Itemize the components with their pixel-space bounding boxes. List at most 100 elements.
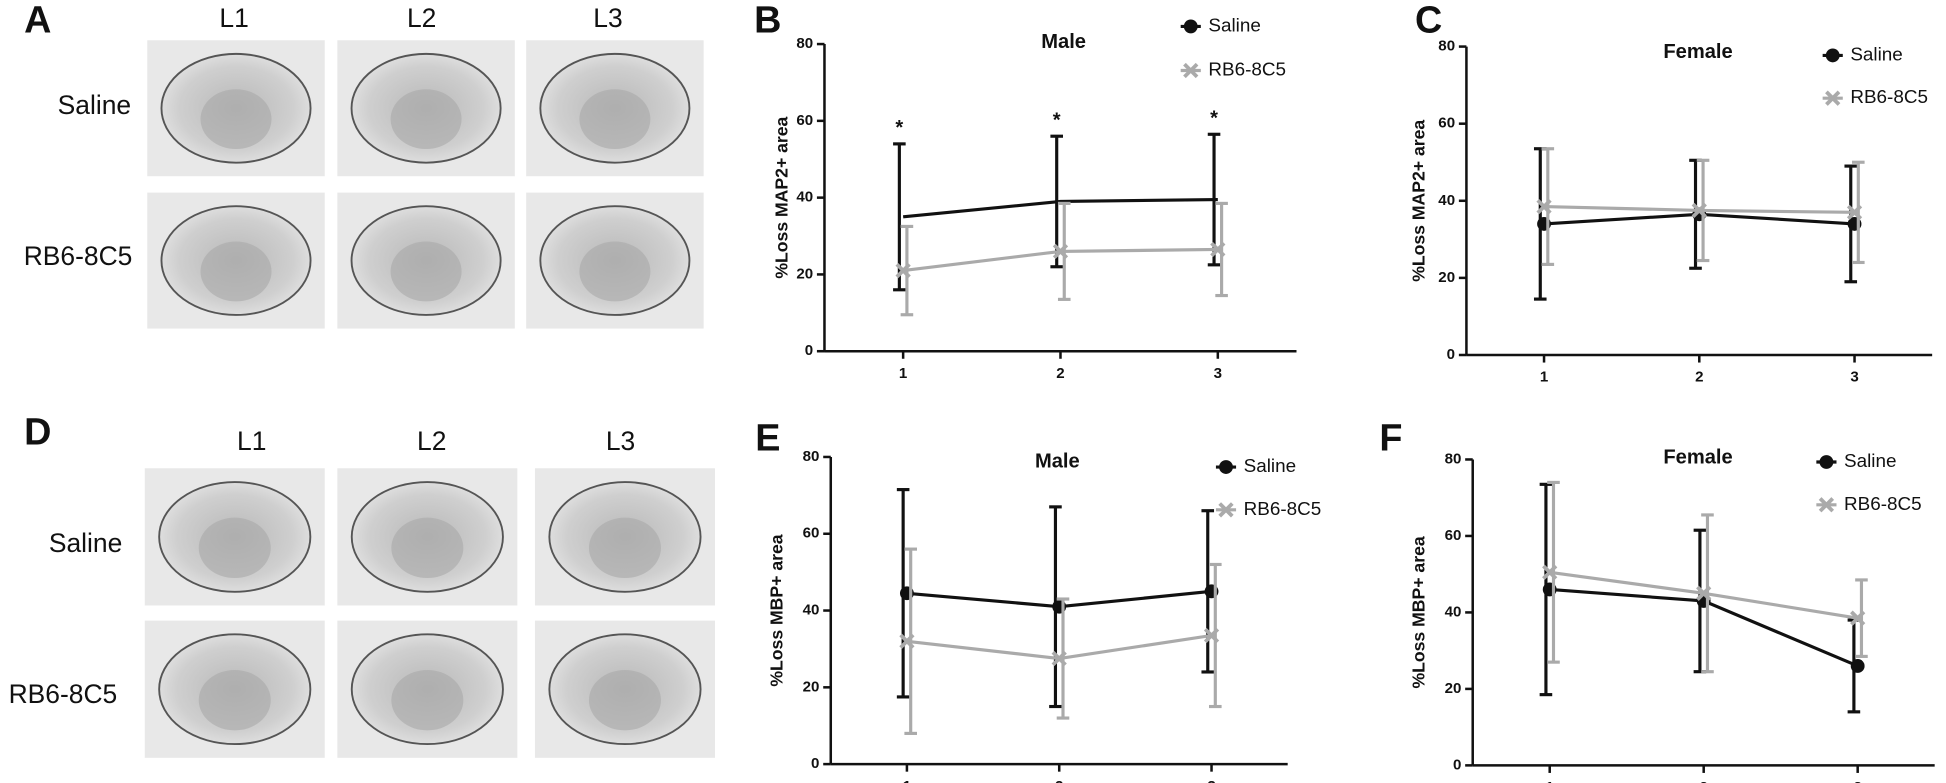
x-tick-label: 2 <box>1699 779 1707 783</box>
error-bar <box>1209 562 1222 709</box>
column-label: L3 <box>606 426 635 456</box>
y-tick-label: 80 <box>803 448 820 465</box>
y-tick-label: 0 <box>805 342 813 359</box>
column-label: L1 <box>219 3 248 33</box>
panel-label: C <box>1415 0 1442 42</box>
marker-stroke <box>1691 202 1707 219</box>
y-tick-label: 60 <box>1438 115 1455 132</box>
column-label: L1 <box>237 426 266 456</box>
x-tick-label: 2 <box>1055 778 1063 783</box>
column-label: L2 <box>407 3 436 33</box>
legend-label: RB6-8C5 <box>1208 59 1286 80</box>
brain-core <box>579 89 651 150</box>
data-point <box>1846 204 1863 220</box>
data-point <box>1203 627 1220 644</box>
y-tick-label: 60 <box>803 525 820 542</box>
legend-label: Saline <box>1208 15 1260 36</box>
panel-label: A <box>24 0 51 42</box>
legend-marker <box>1219 460 1233 474</box>
data-point <box>1051 650 1067 667</box>
y-axis-label: %Loss MAP2+ area <box>772 116 792 278</box>
legend-marker <box>1183 62 1199 79</box>
data-point <box>1052 243 1069 260</box>
chart-panel: E Male %Loss MBP+ area 0 20 40 60 80 1 2 3 Saline RB… <box>755 418 1321 783</box>
annotation: * <box>895 117 903 139</box>
data-point <box>1542 564 1558 580</box>
y-tick-label: 40 <box>1438 192 1455 209</box>
marker-stroke <box>1051 650 1067 667</box>
legend-label: Saline <box>1244 456 1296 477</box>
marker-stroke <box>899 633 915 649</box>
x-tick-label: 1 <box>1540 369 1548 386</box>
x-tick-label: 2 <box>1056 365 1064 382</box>
brain-core <box>391 517 464 579</box>
data-point <box>1691 202 1707 219</box>
y-tick-label: 80 <box>1438 38 1455 55</box>
marker-stroke <box>1818 497 1835 513</box>
marker-stroke <box>1183 62 1199 79</box>
legend-marker <box>1819 455 1834 469</box>
legend-marker <box>1818 497 1835 513</box>
brain-core <box>588 517 661 579</box>
y-tick-label: 40 <box>796 189 813 206</box>
y-axis-label: %Loss MBP+ area <box>767 534 787 686</box>
y-tick-label: 80 <box>796 35 813 52</box>
legend-label: RB6-8C5 <box>1844 494 1922 515</box>
chart-title: Female <box>1663 447 1732 469</box>
panel-label: D <box>24 411 51 453</box>
data-point <box>1696 585 1712 601</box>
x-tick-label: 3 <box>1853 779 1861 783</box>
marker-stroke <box>1203 627 1220 644</box>
y-tick-label: 20 <box>1438 269 1455 286</box>
column-label: L2 <box>417 426 446 456</box>
y-tick-label: 0 <box>811 755 819 772</box>
row-label: Saline <box>58 90 131 120</box>
brain-core <box>588 670 661 731</box>
legend-label: Saline <box>1850 44 1902 65</box>
panel-label: F <box>1379 418 1402 460</box>
y-tick-label: 60 <box>796 112 813 129</box>
data-point <box>1850 610 1866 626</box>
x-tick-label: 3 <box>1207 778 1215 783</box>
panel-label: B <box>754 0 781 42</box>
series-line <box>902 197 1218 219</box>
chart-panel: F Female %Loss MBP+ area 0 20 40 60 80 1 2 3 Saline… <box>1379 418 1935 783</box>
y-tick-label: 20 <box>1445 680 1462 697</box>
marker-stroke <box>1542 564 1558 580</box>
brain-core <box>391 670 464 731</box>
marker-stroke <box>1210 241 1226 258</box>
y-axis-label: %Loss MAP2+ area <box>1409 120 1429 282</box>
legend-label: RB6-8C5 <box>1244 499 1322 520</box>
chart-panel: C Female %Loss MAP2+ area 0 20 40 60 80 1 2 3 Salin… <box>1409 0 1933 386</box>
series-line <box>906 633 1212 661</box>
y-axis-label: %Loss MBP+ area <box>1409 536 1429 688</box>
y-tick-label: 0 <box>1447 346 1455 363</box>
brain-core <box>579 241 651 302</box>
chart-title: Male <box>1041 31 1086 53</box>
legend-marker <box>1825 90 1841 106</box>
data-point <box>895 262 911 279</box>
annotation: * <box>1210 107 1218 129</box>
x-tick-label: 1 <box>903 778 911 783</box>
legend-marker <box>1218 502 1234 518</box>
marker-stroke <box>1846 204 1863 220</box>
legend-marker <box>1825 48 1840 63</box>
y-tick-label: 80 <box>1445 450 1462 467</box>
row-label: RB6-8C5 <box>24 241 133 271</box>
marker-stroke <box>1218 502 1234 518</box>
data-point <box>1850 659 1865 673</box>
y-tick-label: 40 <box>803 602 820 619</box>
legend-label: RB6-8C5 <box>1850 87 1928 108</box>
brain-core <box>198 517 271 579</box>
data-point <box>899 633 915 649</box>
brain-core <box>200 89 272 150</box>
data-point <box>1536 198 1552 215</box>
brain-core <box>198 670 271 731</box>
chart-title: Male <box>1035 450 1080 472</box>
x-tick-label: 1 <box>899 365 907 382</box>
error-bar <box>1852 160 1865 265</box>
chart-panel: B Male %Loss MAP2+ area 0 20 40 60 80 1 2 3 Saline R… <box>754 0 1297 382</box>
row-label: Saline <box>49 528 122 558</box>
brain-core <box>390 241 462 302</box>
